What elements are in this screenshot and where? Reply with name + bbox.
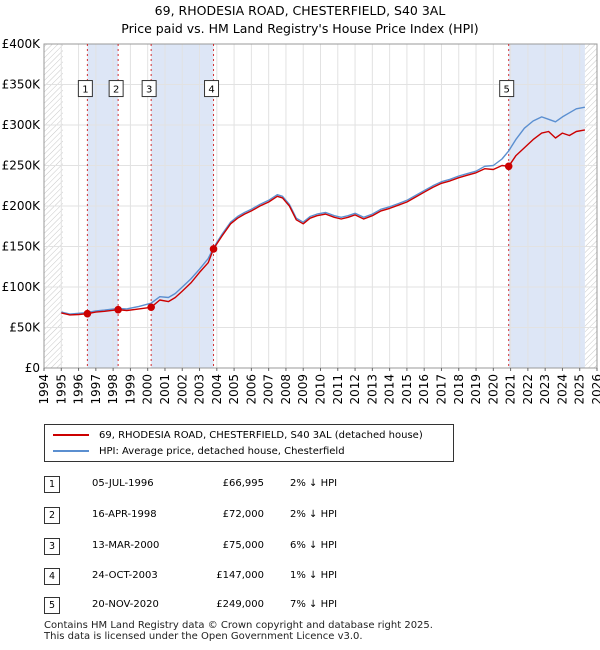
legend-hpi-label: HPI: Average price, detached house, Ches…: [99, 445, 345, 457]
x-tick-label: 2005: [227, 374, 241, 405]
x-tick-label: 2010: [314, 374, 328, 405]
x-tick-label: 2015: [400, 374, 414, 405]
x-tick-label: 2003: [193, 374, 207, 405]
x-tick-label: 2019: [469, 374, 483, 405]
x-tick-label: 2026: [590, 374, 600, 405]
y-tick-label: £50K: [9, 321, 41, 335]
x-tick-label: 1999: [123, 374, 137, 405]
x-tick-label: 2018: [452, 374, 466, 405]
x-tick-label: 1994: [37, 374, 51, 405]
y-tick-label: £250K: [2, 159, 42, 173]
x-tick-label: 2011: [331, 374, 345, 405]
sale-badge-label: 4: [208, 85, 214, 96]
legend-price-label: 69, RHODESIA ROAD, CHESTERFIELD, S40 3AL…: [99, 429, 423, 441]
sale-badge: [499, 80, 515, 98]
sale-price: £72,000: [222, 509, 264, 520]
x-tick-label: 1995: [54, 374, 68, 405]
x-tick-label: 1998: [106, 374, 120, 405]
sale-badge: [77, 80, 93, 98]
sale-badge: [141, 80, 157, 98]
y-tick-label: £150K: [2, 240, 42, 254]
sale-price: £75,000: [222, 540, 264, 551]
sale-number-badge: 2: [44, 507, 60, 524]
table-row: 3 13-MAR-2000 £75,000 6% ↓ HPI: [44, 538, 564, 556]
table-row: 1 05-JUL-1996 £66,995 2% ↓ HPI: [44, 476, 564, 494]
sale-hpi-delta: 6% ↓ HPI: [290, 540, 338, 551]
sale-badge-label: 2: [113, 85, 119, 96]
sale-date: 05-JUL-1996: [92, 478, 154, 489]
sale-point: [147, 303, 155, 312]
sale-price: £66,995: [222, 478, 264, 489]
sale-number-badge: 5: [44, 597, 60, 614]
x-tick-label: 2007: [262, 374, 276, 405]
legend-hpi-swatch: [53, 450, 89, 452]
y-tick-label: £100K: [2, 280, 42, 294]
sale-badge-label: 1: [82, 85, 88, 96]
x-tick-label: 2021: [504, 374, 518, 405]
sale-point: [114, 305, 122, 314]
x-tick-label: 2025: [573, 374, 587, 405]
sale-hpi-delta: 7% ↓ HPI: [290, 599, 338, 610]
chart-subtitle: Price paid vs. HM Land Registry's House …: [121, 21, 479, 36]
y-tick-label: £350K: [2, 78, 42, 92]
footer-copyright: Contains HM Land Registry data © Crown c…: [44, 620, 433, 631]
y-tick-label: £400K: [2, 37, 42, 51]
y-tick-label: £200K: [2, 199, 42, 213]
sale-date: 13-MAR-2000: [92, 540, 160, 551]
x-tick-label: 2006: [244, 374, 258, 405]
sale-point: [504, 162, 513, 171]
legend-price-swatch: [53, 434, 89, 436]
sale-date: 16-APR-1998: [92, 509, 157, 520]
price-paid-line: [61, 129, 586, 316]
x-tick-label: 1996: [72, 374, 86, 405]
table-row: 5 20-NOV-2020 £249,000 7% ↓ HPI: [44, 597, 564, 615]
x-tick-label: 2000: [141, 374, 155, 405]
x-tick-label: 2014: [383, 374, 397, 405]
legend-item-hpi: HPI: Average price, detached house, Ches…: [53, 443, 345, 459]
sale-number-badge: 4: [44, 568, 60, 585]
table-row: 2 16-APR-1998 £72,000 2% ↓ HPI: [44, 507, 564, 525]
footer-licence: This data is licensed under the Open Gov…: [44, 631, 363, 642]
y-tick-label: £0: [25, 361, 40, 375]
sale-number-badge: 1: [44, 476, 60, 493]
x-tick-label: 2008: [279, 374, 293, 405]
sale-badge-label: 5: [504, 85, 510, 96]
sale-date: 24-OCT-2003: [92, 570, 158, 581]
sale-number-badge: 3: [44, 538, 60, 555]
x-tick-label: 2020: [486, 374, 500, 405]
sale-hpi-delta: 1% ↓ HPI: [290, 570, 338, 581]
x-tick-label: 1997: [89, 374, 103, 405]
x-tick-label: 2001: [158, 374, 172, 405]
sale-point: [209, 245, 218, 253]
x-tick-label: 2023: [538, 374, 552, 405]
legend: 69, RHODESIA ROAD, CHESTERFIELD, S40 3AL…: [44, 424, 454, 462]
x-tick-label: 2016: [417, 374, 431, 405]
sale-price: £147,000: [216, 570, 264, 581]
x-tick-label: 2022: [521, 374, 535, 405]
hpi-line: [61, 106, 586, 315]
x-tick-label: 2024: [555, 374, 569, 405]
sale-badge: [108, 80, 124, 98]
sale-badge: [204, 80, 220, 98]
x-tick-label: 2013: [365, 374, 379, 405]
sale-badge-label: 3: [146, 85, 152, 96]
x-tick-label: 2009: [296, 374, 310, 405]
sale-point: [83, 309, 92, 318]
table-row: 4 24-OCT-2003 £147,000 1% ↓ HPI: [44, 568, 564, 586]
sale-hpi-delta: 2% ↓ HPI: [290, 509, 338, 520]
sale-date: 20-NOV-2020: [92, 599, 159, 610]
x-tick-label: 2017: [434, 374, 448, 405]
sale-price: £249,000: [216, 599, 264, 610]
legend-item-price: 69, RHODESIA ROAD, CHESTERFIELD, S40 3AL…: [53, 427, 423, 443]
sale-hpi-delta: 2% ↓ HPI: [290, 478, 338, 489]
price-chart: £0 £50K £100K £150K £200K £250K £300K £350K £400…: [2, 37, 600, 405]
y-tick-label: £300K: [2, 118, 42, 132]
x-tick-label: 2002: [175, 374, 189, 405]
chart-title: 69, RHODESIA ROAD, CHESTERFIELD, S40 3AL: [154, 3, 446, 18]
x-tick-label: 2004: [210, 374, 224, 405]
x-tick-label: 2012: [348, 374, 362, 405]
